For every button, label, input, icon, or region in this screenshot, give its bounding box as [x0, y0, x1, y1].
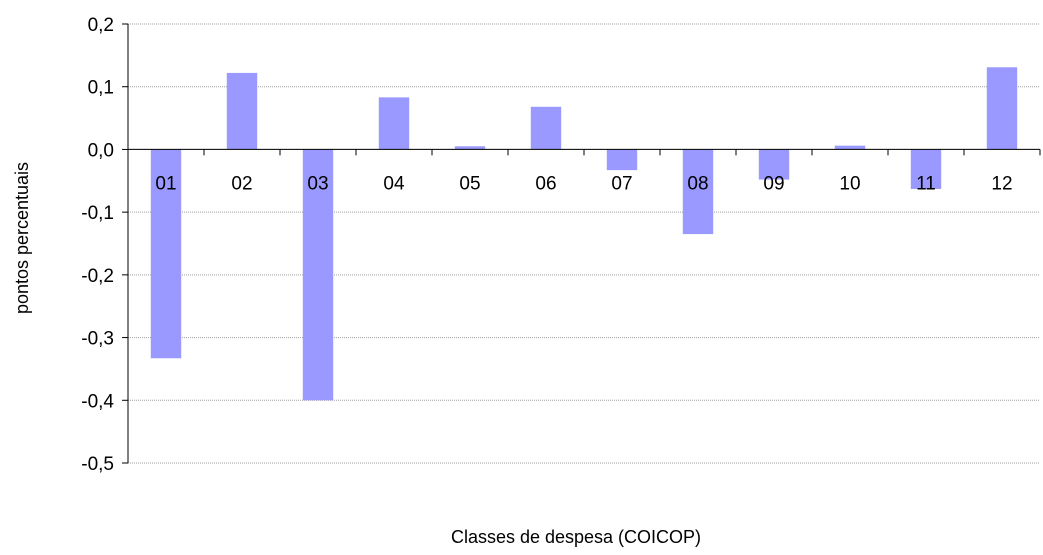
- axes: [122, 23, 1041, 464]
- labels: 0,2 0,1 0,0 -0,1 -0,2 -0,3 -0,4 -0,5 01 02 03 04 05 0…: [81, 15, 1012, 475]
- y-tick-label: -0,1: [81, 203, 114, 224]
- category-label-02: 02: [231, 173, 252, 194]
- bar-08: [682, 149, 714, 235]
- category-label-11: 11: [916, 173, 936, 194]
- bar-05: [454, 146, 486, 150]
- category-label-05: 05: [459, 173, 480, 194]
- bar-06: [530, 106, 562, 150]
- y-tick-label: -0,2: [81, 266, 114, 287]
- bar-07: [606, 149, 638, 171]
- bar-11: [910, 149, 942, 189]
- y-tick-label: 0,2: [88, 15, 114, 36]
- gridlines: [128, 23, 1040, 464]
- y-tick-label: -0,3: [81, 329, 114, 350]
- category-label-08: 08: [687, 173, 708, 194]
- y-tick-label: -0,5: [81, 454, 114, 475]
- x-axis-title: Classes de despesa (COICOP): [451, 527, 701, 547]
- category-label-12: 12: [991, 173, 1012, 194]
- y-tick-label: 0,0: [88, 140, 114, 161]
- category-label-06: 06: [535, 173, 556, 194]
- y-axis-title: pontos percentuais: [12, 162, 32, 314]
- category-label-03: 03: [307, 173, 328, 194]
- bar-12: [986, 67, 1018, 150]
- bar-04: [378, 97, 410, 150]
- bar-03: [302, 149, 334, 401]
- y-tick-label: 0,1: [88, 78, 114, 99]
- bars: [150, 67, 1018, 401]
- bar-09: [758, 149, 790, 180]
- bar-02: [226, 72, 258, 150]
- category-label-10: 10: [839, 173, 860, 194]
- bar-10: [834, 145, 866, 150]
- bar-01: [150, 149, 182, 359]
- category-label-01: 01: [155, 173, 176, 194]
- category-label-09: 09: [763, 173, 784, 194]
- y-tick-label: -0,4: [81, 391, 114, 412]
- category-label-04: 04: [383, 173, 405, 194]
- category-label-07: 07: [611, 173, 632, 194]
